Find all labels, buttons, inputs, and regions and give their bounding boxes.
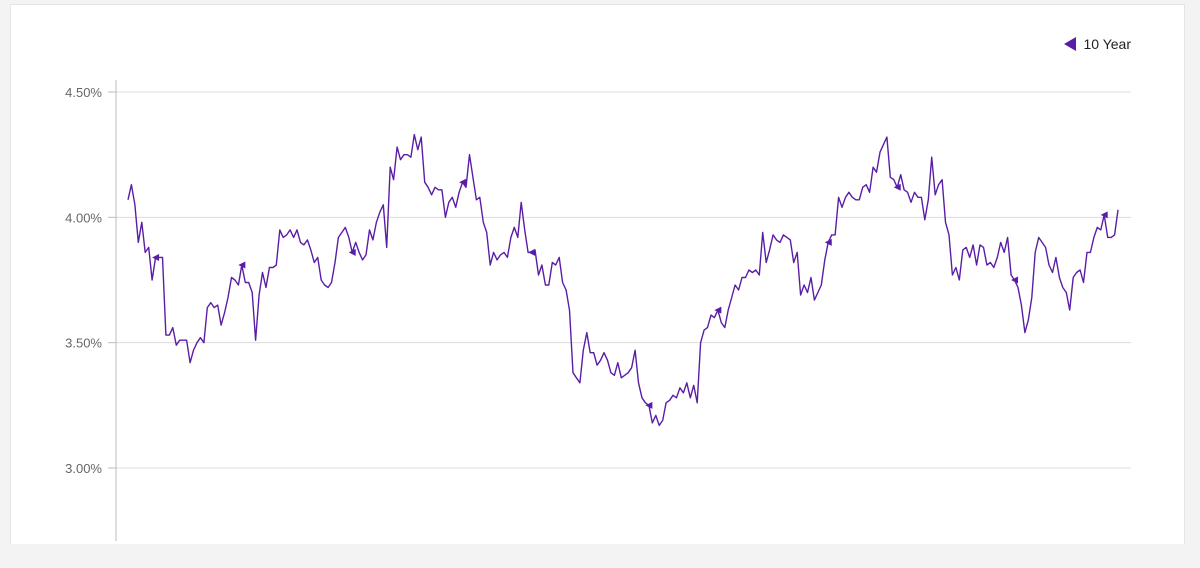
y-tick-label: 3.00%: [65, 461, 102, 476]
legend-label: 10 Year: [1083, 36, 1132, 52]
y-axis: 3.00% 3.50% 4.00% 4.50%: [65, 80, 117, 541]
data-point-marker[interactable]: [893, 183, 901, 191]
data-point-marker[interactable]: [348, 248, 356, 256]
legend[interactable]: 10 Year: [1063, 36, 1132, 52]
data-point-marker[interactable]: [459, 178, 467, 186]
series-line[interactable]: [127, 133, 1119, 427]
data-point-marker[interactable]: [1100, 211, 1108, 219]
data-point-marker[interactable]: [714, 306, 722, 314]
data-point-marker[interactable]: [238, 261, 246, 269]
data-point-marker[interactable]: [824, 238, 832, 246]
series-10-year: [127, 133, 1119, 427]
chart-card: 10 Year: [10, 4, 1185, 544]
y-tick-label: 3.50%: [65, 336, 102, 351]
data-point-marker[interactable]: [645, 401, 653, 409]
y-tick-label: 4.00%: [65, 210, 102, 225]
grid: [116, 91, 1131, 469]
data-point-marker[interactable]: [152, 253, 160, 261]
data-point-marker[interactable]: [1011, 276, 1019, 284]
triangle-left-legend-marker: [1063, 37, 1076, 51]
y-tick-label: 4.50%: [65, 85, 102, 100]
data-point-marker[interactable]: [528, 248, 536, 256]
